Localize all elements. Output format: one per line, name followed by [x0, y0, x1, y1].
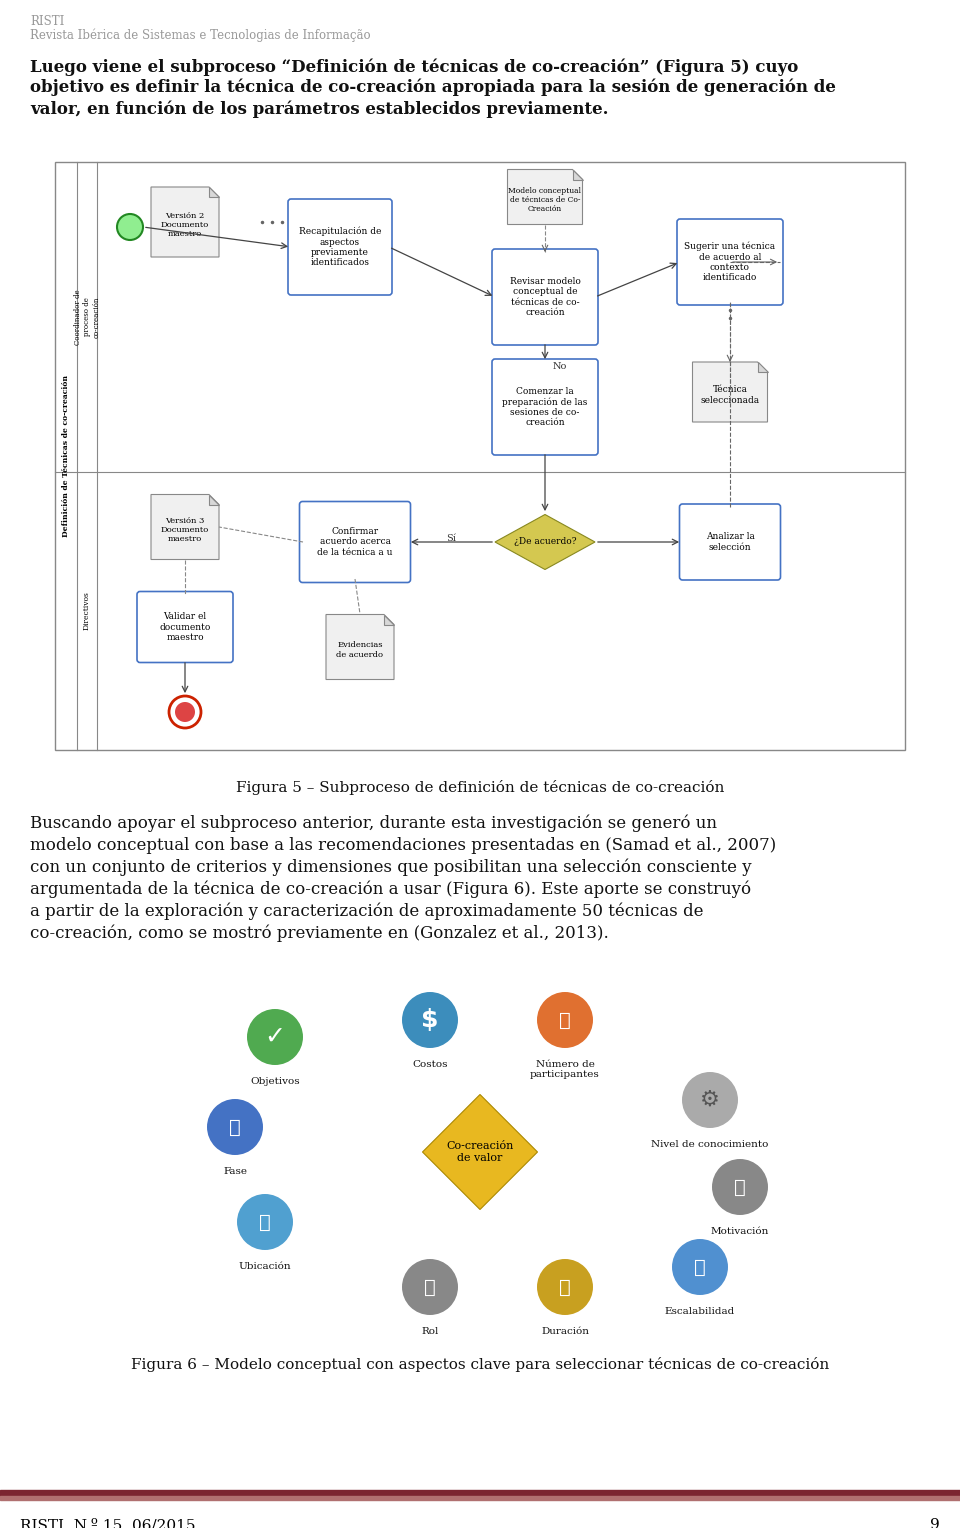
Bar — [0, 1496, 960, 1500]
Text: Confirmar
acuerdo acerca
de la técnica a u: Confirmar acuerdo acerca de la técnica a… — [317, 527, 393, 556]
Polygon shape — [151, 186, 219, 257]
Text: 📍: 📍 — [259, 1213, 271, 1232]
Text: Costos: Costos — [412, 1060, 447, 1070]
Text: 📊: 📊 — [694, 1258, 706, 1276]
Text: Escalabilidad: Escalabilidad — [665, 1306, 735, 1316]
Polygon shape — [422, 1094, 538, 1210]
Text: Nivel de conocimiento: Nivel de conocimiento — [651, 1140, 769, 1149]
Text: ⚙: ⚙ — [700, 1089, 720, 1109]
Polygon shape — [326, 614, 394, 680]
Text: Rol: Rol — [421, 1326, 439, 1335]
Circle shape — [682, 1073, 738, 1128]
Bar — [0, 1490, 960, 1496]
Text: Revista Ibérica de Sistemas e Tecnologias de Informação: Revista Ibérica de Sistemas e Tecnologia… — [30, 28, 371, 41]
Text: 🔄: 🔄 — [229, 1117, 241, 1137]
Text: ✓: ✓ — [265, 1025, 285, 1050]
FancyBboxPatch shape — [680, 504, 780, 581]
Circle shape — [175, 701, 195, 723]
FancyBboxPatch shape — [137, 591, 233, 663]
FancyBboxPatch shape — [492, 249, 598, 345]
Text: Buscando apoyar el subproceso anterior, durante esta investigación se generó un: Buscando apoyar el subproceso anterior, … — [30, 814, 717, 833]
Text: ¿De acuerdo?: ¿De acuerdo? — [514, 538, 576, 547]
Polygon shape — [209, 186, 219, 197]
Text: ⏳: ⏳ — [559, 1277, 571, 1296]
Circle shape — [672, 1239, 728, 1296]
Text: co-creación, como se mostró previamente en (Gonzalez et al., 2013).: co-creación, como se mostró previamente … — [30, 924, 609, 943]
Text: 🏃: 🏃 — [734, 1178, 746, 1196]
Circle shape — [207, 1099, 263, 1155]
Circle shape — [117, 214, 143, 240]
Text: RISTI, N.º 15, 06/2015: RISTI, N.º 15, 06/2015 — [20, 1517, 196, 1528]
Text: Ubicación: Ubicación — [239, 1262, 291, 1271]
Text: Luego viene el subproceso “Definición de técnicas de co-creación” (Figura 5) cuy: Luego viene el subproceso “Definición de… — [30, 58, 799, 75]
Polygon shape — [151, 495, 219, 559]
Text: Sí: Sí — [446, 533, 456, 542]
Text: objetivo es definir la técnica de co-creación apropiada para la sesión de genera: objetivo es definir la técnica de co-cre… — [30, 79, 836, 96]
Text: 👤: 👤 — [424, 1277, 436, 1296]
Text: modelo conceptual con base a las recomendaciones presentadas en (Samad et al., 2: modelo conceptual con base a las recomen… — [30, 837, 777, 854]
Text: Evidencias
de acuerdo: Evidencias de acuerdo — [337, 642, 383, 659]
Text: Versión 3
Documento
maestro: Versión 3 Documento maestro — [161, 516, 209, 542]
Text: Figura 5 – Subproceso de definición de técnicas de co-creación: Figura 5 – Subproceso de definición de t… — [236, 779, 724, 795]
Polygon shape — [209, 495, 219, 504]
FancyBboxPatch shape — [492, 359, 598, 455]
Text: Directivos: Directivos — [83, 591, 91, 631]
Text: valor, en función de los parámetros establecidos previamente.: valor, en función de los parámetros esta… — [30, 99, 609, 118]
Text: Figura 6 – Modelo conceptual con aspectos clave para seleccionar técnicas de co-: Figura 6 – Modelo conceptual con aspecto… — [131, 1357, 829, 1372]
Text: 👥: 👥 — [559, 1010, 571, 1030]
Text: Revisar modelo
conceptual de
técnicas de co-
creación: Revisar modelo conceptual de técnicas de… — [510, 277, 581, 318]
Text: No: No — [553, 362, 567, 371]
Circle shape — [537, 1259, 593, 1316]
Text: Versión 2
Documento
maestro: Versión 2 Documento maestro — [161, 212, 209, 238]
Polygon shape — [508, 170, 583, 225]
Polygon shape — [495, 515, 595, 570]
Circle shape — [402, 992, 458, 1048]
Text: Definición de Técnicas de co-creación: Definición de Técnicas de co-creación — [62, 374, 70, 536]
FancyBboxPatch shape — [300, 501, 411, 582]
Text: argumentada de la técnica de co-creación a usar (Figura 6). Este aporte se const: argumentada de la técnica de co-creación… — [30, 882, 751, 898]
Circle shape — [237, 1193, 293, 1250]
Text: Sugerir una técnica
de acuerdo al
contexto
identificado: Sugerir una técnica de acuerdo al contex… — [684, 241, 776, 283]
Polygon shape — [384, 614, 394, 625]
FancyBboxPatch shape — [288, 199, 392, 295]
Text: a partir de la exploración y caracterización de aproximadamente 50 técnicas de: a partir de la exploración y caracteriza… — [30, 903, 704, 920]
Polygon shape — [757, 362, 767, 371]
Text: Comenzar la
preparación de las
sesiones de co-
creación: Comenzar la preparación de las sesiones … — [502, 387, 588, 428]
Circle shape — [247, 1008, 303, 1065]
Text: Validar el
documento
maestro: Validar el documento maestro — [159, 613, 210, 642]
Text: Objetivos: Objetivos — [251, 1077, 300, 1086]
Circle shape — [537, 992, 593, 1048]
Text: Coordinador de
proceso de
co-creación: Coordinador de proceso de co-creación — [74, 289, 100, 345]
Text: 9: 9 — [930, 1517, 940, 1528]
Text: con un conjunto de criterios y dimensiones que posibilitan una selección conscie: con un conjunto de criterios y dimension… — [30, 859, 752, 877]
Polygon shape — [572, 170, 583, 179]
Text: $: $ — [421, 1008, 439, 1031]
Polygon shape — [692, 362, 767, 422]
Text: RISTI: RISTI — [30, 15, 64, 28]
Text: Técnica
seleccionada: Técnica seleccionada — [701, 385, 759, 405]
Circle shape — [712, 1160, 768, 1215]
Text: Duración: Duración — [541, 1326, 589, 1335]
Text: Analizar la
selección: Analizar la selección — [706, 532, 755, 552]
Text: Co-creación
de valor: Co-creación de valor — [446, 1141, 514, 1163]
Bar — [55, 162, 905, 750]
Text: Recapitulación de
aspectos
previamente
identificados: Recapitulación de aspectos previamente i… — [299, 226, 381, 267]
Text: Número de
participantes: Número de participantes — [530, 1060, 600, 1079]
Circle shape — [402, 1259, 458, 1316]
Text: Modelo conceptual
de técnicas de Co-
Creación: Modelo conceptual de técnicas de Co- Cre… — [509, 186, 582, 214]
FancyBboxPatch shape — [677, 219, 783, 306]
Text: Fase: Fase — [223, 1167, 247, 1177]
Circle shape — [169, 695, 201, 727]
Text: Motivación: Motivación — [710, 1227, 769, 1236]
